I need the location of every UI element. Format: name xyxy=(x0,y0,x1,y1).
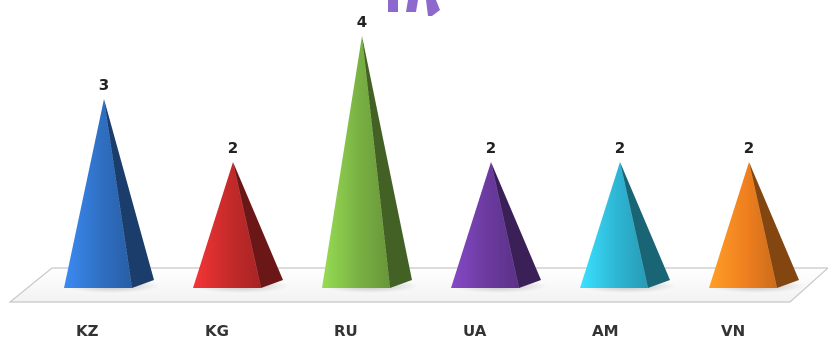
bar-front-face xyxy=(322,36,390,288)
bar-side-face xyxy=(104,99,154,288)
bar-side-face xyxy=(362,36,412,288)
bar-side-face xyxy=(491,162,541,288)
bar-side-face xyxy=(620,162,670,288)
chart-title-fragment xyxy=(388,0,440,16)
bar-side-face xyxy=(749,162,799,288)
data-label: 3 xyxy=(99,76,109,94)
pyramid-bar-kg: 2 KG xyxy=(193,139,289,340)
pyramid-bar-kz: 3 KZ xyxy=(64,76,160,340)
bar-front-face xyxy=(64,99,132,288)
pyramid-bar-vn: 2 VN xyxy=(709,139,805,340)
category-tick-label: AM xyxy=(592,322,619,340)
data-label: 4 xyxy=(357,13,367,31)
data-label: 2 xyxy=(486,139,496,157)
bar-front-face xyxy=(580,162,648,288)
pyramid-bar-ru: 4 RU xyxy=(322,13,418,340)
chart-marks: 3 KZ 2 KG 4 RU 2 UA 2 AM 2 VN xyxy=(64,13,805,340)
category-tick-label: RU xyxy=(334,322,358,340)
pyramid-bar-ua: 2 UA xyxy=(451,139,547,340)
bar-front-face xyxy=(193,162,261,288)
bar-front-face xyxy=(451,162,519,288)
category-tick-label: KZ xyxy=(76,322,99,340)
category-tick-label: KG xyxy=(205,322,229,340)
pyramid-bar-am: 2 AM xyxy=(580,139,676,340)
data-label: 2 xyxy=(744,139,754,157)
bar-side-face xyxy=(233,162,283,288)
category-tick-label: UA xyxy=(463,322,487,340)
bar-front-face xyxy=(709,162,777,288)
data-label: 2 xyxy=(615,139,625,157)
data-label: 2 xyxy=(228,139,238,157)
category-tick-label: VN xyxy=(721,322,745,340)
